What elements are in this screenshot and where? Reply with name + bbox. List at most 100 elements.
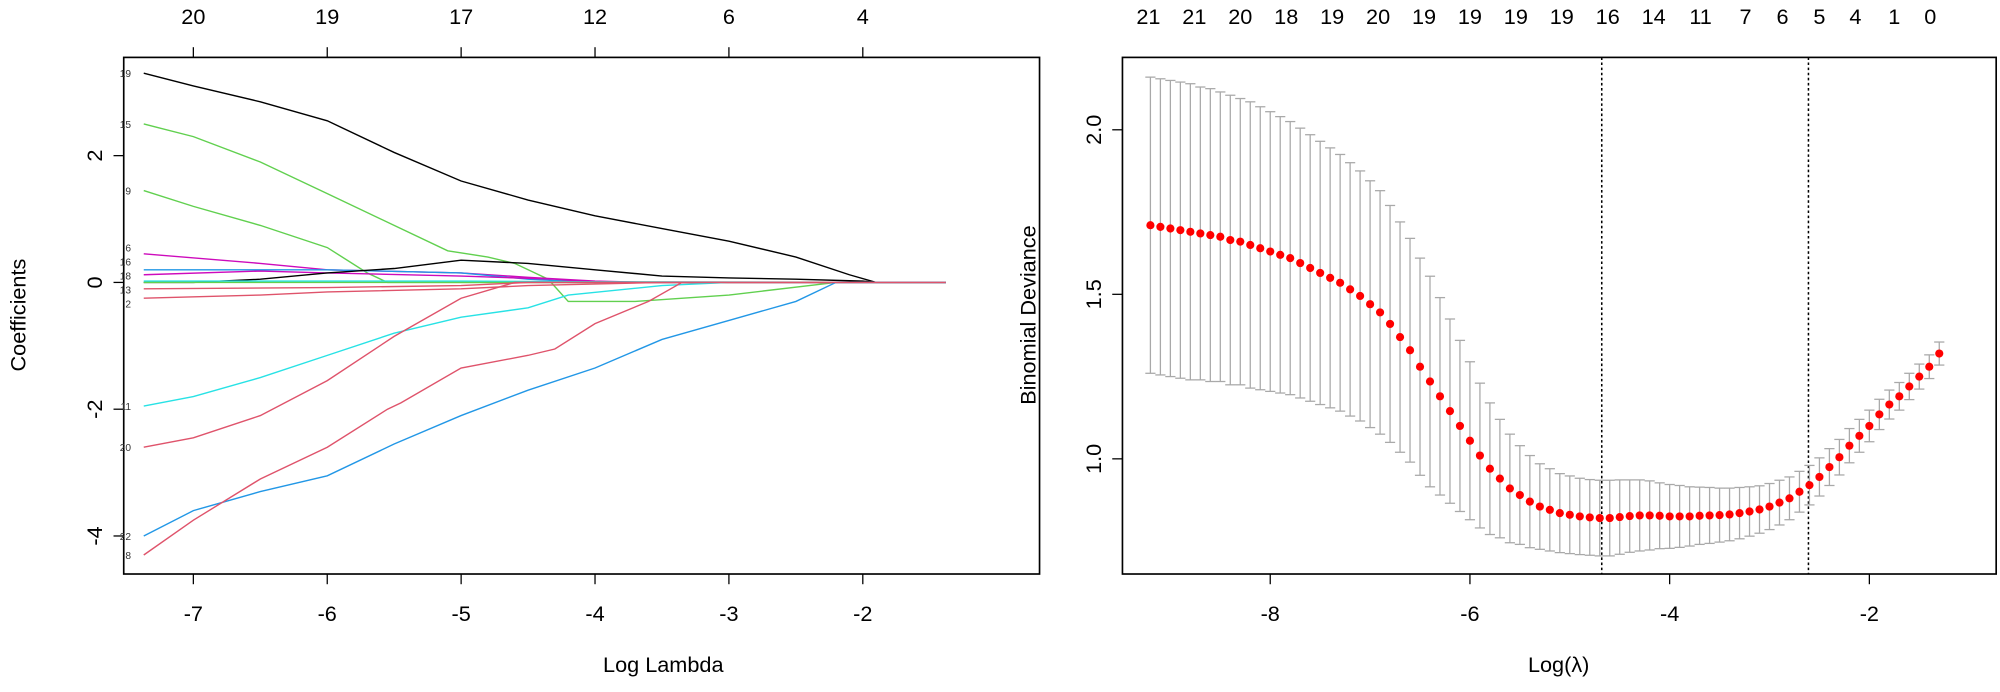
y-tick-label-left: 0 [82, 276, 107, 288]
deviance-point [1156, 222, 1165, 231]
coefficient-path-20 [143, 281, 946, 448]
deviance-point [1306, 263, 1315, 273]
deviance-point [1445, 407, 1455, 416]
deviance-point [1755, 505, 1764, 514]
deviance-point [1895, 392, 1904, 401]
deviance-point [1266, 247, 1275, 256]
top-df-label-right: 7 [1740, 4, 1752, 29]
y-axis-title-left: Coefficients [6, 258, 31, 371]
variable-label: 2 [125, 299, 131, 310]
x-tick-label-right: -4 [1660, 601, 1679, 626]
x-tick-label-left: -3 [719, 601, 738, 626]
deviance-point [1226, 235, 1235, 245]
variable-label: 22 [120, 532, 132, 543]
deviance-point [1725, 510, 1734, 519]
top-df-label-right: 1 [1888, 4, 1900, 29]
deviance-point [1695, 511, 1704, 520]
deviance-point [1765, 502, 1774, 511]
top-df-label-left: 6 [723, 4, 735, 29]
deviance-point [1166, 224, 1175, 233]
top-df-label-right: 14 [1642, 4, 1666, 29]
variable-label: 9 [125, 186, 131, 197]
deviance-point [1885, 400, 1894, 409]
x-axis-title-left: Log Lambda [603, 652, 724, 677]
deviance-point [1805, 481, 1814, 490]
deviance-point [1256, 244, 1265, 253]
deviance-point [1795, 487, 1804, 496]
deviance-point [1435, 392, 1445, 401]
deviance-point [1415, 362, 1425, 371]
deviance-point [1485, 464, 1494, 473]
x-tick-label-left: -7 [184, 601, 203, 626]
x-tick-label-right: -6 [1460, 601, 1479, 626]
coefficient-path-22 [143, 281, 946, 537]
deviance-point [1905, 382, 1914, 391]
deviance-point [1855, 431, 1864, 440]
coefficient-path-19 [143, 72, 946, 284]
deviance-point [1835, 453, 1844, 462]
top-df-label-right: 4 [1849, 4, 1861, 29]
deviance-point [1385, 319, 1395, 329]
variable-label: 18 [120, 271, 132, 282]
deviance-point [1575, 512, 1584, 521]
deviance-point [1216, 232, 1225, 241]
top-df-label-right: 21 [1136, 4, 1160, 29]
plot-frame-left [122, 56, 1041, 575]
deviance-point [1585, 513, 1594, 522]
y-tick-label-right: 1.5 [1081, 279, 1106, 309]
deviance-point [1785, 494, 1794, 503]
deviance-point [1625, 512, 1634, 521]
variable-label: 16 [120, 257, 132, 268]
top-df-label-left: 19 [315, 4, 339, 29]
deviance-point [1366, 300, 1375, 309]
top-df-label-right: 5 [1813, 4, 1825, 29]
deviance-point [1645, 511, 1654, 520]
top-df-label-left: 20 [181, 4, 205, 29]
deviance-point [1565, 510, 1574, 519]
x-tick-label-left: -5 [451, 601, 470, 626]
deviance-point [1685, 512, 1694, 521]
variable-label: 6 [125, 243, 131, 254]
deviance-point [1465, 436, 1475, 445]
x-tick-label-right: -2 [1860, 601, 1879, 626]
deviance-point [1236, 237, 1245, 246]
deviance-point [1705, 511, 1714, 520]
deviance-point [1246, 240, 1255, 250]
top-df-label-right: 11 [1689, 4, 1711, 29]
deviance-point [1935, 349, 1944, 358]
deviance-point [1825, 462, 1834, 472]
x-tick-label-left: -4 [585, 601, 604, 626]
top-df-label-right: 19 [1504, 4, 1528, 29]
variable-label: 13 [120, 285, 132, 296]
coefficient-path-6 [143, 253, 946, 284]
top-df-label-right: 0 [1924, 4, 1936, 29]
deviance-point [1925, 362, 1934, 371]
deviance-point [1845, 441, 1854, 450]
x-axis-title-right: Log(λ) [1528, 652, 1589, 677]
deviance-point [1326, 273, 1335, 282]
deviance-point [1196, 229, 1205, 238]
deviance-point [1176, 226, 1185, 235]
deviance-point [1815, 472, 1824, 482]
deviance-point [1346, 285, 1355, 294]
deviance-point [1505, 484, 1514, 493]
y-tick-label-left: -4 [82, 526, 107, 545]
deviance-point [1655, 511, 1664, 520]
deviance-point [1915, 372, 1924, 381]
coefficient-path-8 [143, 281, 946, 556]
top-df-label-right: 16 [1596, 4, 1620, 29]
deviance-point [1495, 474, 1504, 483]
y-tick-label-right: 1.0 [1081, 444, 1106, 474]
deviance-point [1635, 511, 1644, 520]
deviance-point [1286, 254, 1295, 263]
deviance-point [1735, 509, 1744, 518]
top-df-label-left: 12 [583, 4, 607, 29]
top-df-label-right: 19 [1412, 4, 1436, 29]
deviance-point [1316, 268, 1325, 278]
deviance-point [1675, 512, 1684, 521]
top-df-label-left: 17 [449, 4, 473, 29]
deviance-point [1186, 227, 1195, 236]
deviance-point [1605, 513, 1614, 523]
deviance-point [1475, 451, 1485, 460]
